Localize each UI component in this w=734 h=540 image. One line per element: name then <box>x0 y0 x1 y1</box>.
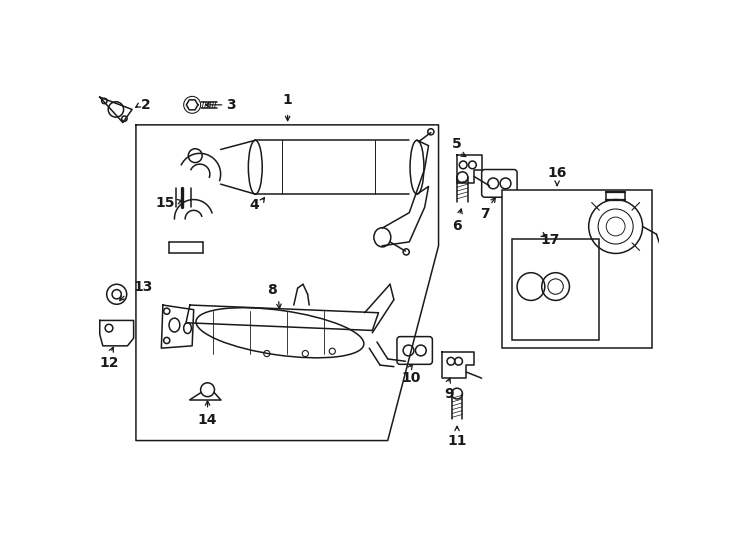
Text: 7: 7 <box>480 207 490 221</box>
Text: 17: 17 <box>540 233 559 247</box>
Bar <box>512 239 599 340</box>
FancyBboxPatch shape <box>397 336 432 365</box>
Text: 15: 15 <box>156 197 175 211</box>
Text: 3: 3 <box>226 98 236 112</box>
Text: 1: 1 <box>283 93 293 107</box>
Text: 13: 13 <box>134 280 153 294</box>
Text: 14: 14 <box>197 413 217 427</box>
Text: 12: 12 <box>100 356 119 370</box>
Text: 9: 9 <box>444 387 454 401</box>
Bar <box>501 190 652 348</box>
Text: 16: 16 <box>548 166 567 180</box>
Text: 8: 8 <box>267 284 277 298</box>
FancyBboxPatch shape <box>482 170 517 197</box>
Text: 5: 5 <box>452 137 462 151</box>
Text: 11: 11 <box>447 434 467 448</box>
Text: 2: 2 <box>142 98 151 112</box>
Text: 10: 10 <box>401 372 421 385</box>
Text: 6: 6 <box>452 219 462 233</box>
Text: 4: 4 <box>250 198 259 212</box>
